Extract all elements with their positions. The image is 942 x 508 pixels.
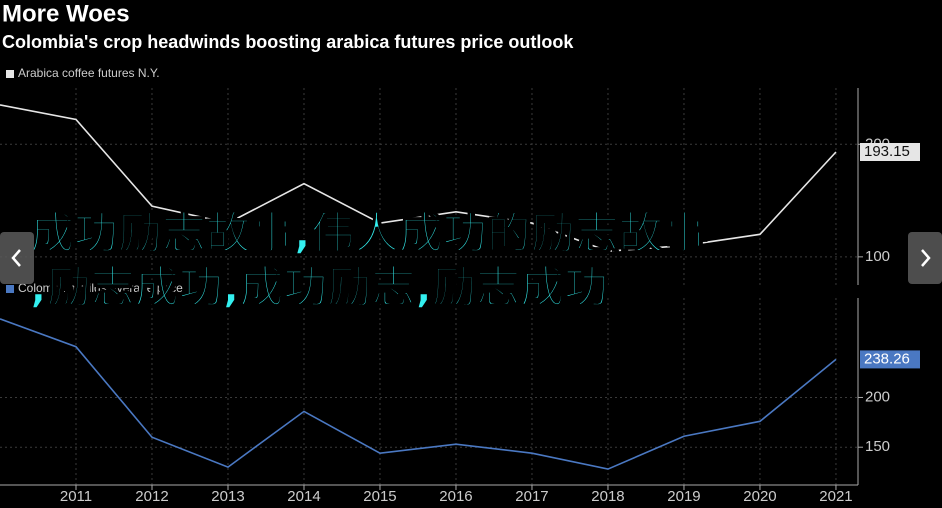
x-tick-label: 2012 <box>135 488 168 505</box>
overlay-line: ,励志成功,成功励志,励志成功 <box>29 261 609 314</box>
data-line <box>0 104 837 253</box>
x-tick-label: 2019 <box>667 488 700 505</box>
x-tick-label: 2021 <box>819 488 852 505</box>
prev-icon <box>11 249 21 267</box>
legend-label: Arabica coffee futures N.Y. <box>18 66 160 80</box>
x-tick-label: 2020 <box>743 488 776 505</box>
overlay-line: 成功励志故事,伟人成功的励志故事 <box>29 207 707 260</box>
x-tick-label: 2017 <box>515 488 548 505</box>
chart-subtitle: Colombia's crop headwinds boosting arabi… <box>2 32 574 52</box>
last-value-label: 193.15 <box>864 143 910 160</box>
prev-button[interactable] <box>0 232 34 284</box>
last-value-box <box>860 142 920 161</box>
chart-title: More Woes <box>2 0 130 27</box>
x-tick-label: 2015 <box>363 488 396 505</box>
x-tick-label: 2011 <box>60 488 92 505</box>
y-tick-label: 100 <box>865 248 890 265</box>
legend-swatch <box>6 70 14 78</box>
y-tick-label: 200 <box>865 388 890 405</box>
x-tick-label: 2014 <box>287 488 320 505</box>
last-value-label: 238.26 <box>864 350 910 367</box>
x-tick-label: 2013 <box>211 488 244 505</box>
next-icon <box>921 249 931 267</box>
legend-label: Colombian milds average price <box>18 281 183 295</box>
y-tick-label: 150 <box>865 438 890 455</box>
data-line <box>0 318 837 470</box>
legend-swatch <box>6 285 14 293</box>
next-button[interactable] <box>908 232 942 284</box>
last-value-box <box>860 350 920 369</box>
x-tick-label: 2018 <box>591 488 624 505</box>
x-tick-label: 2016 <box>439 488 472 505</box>
